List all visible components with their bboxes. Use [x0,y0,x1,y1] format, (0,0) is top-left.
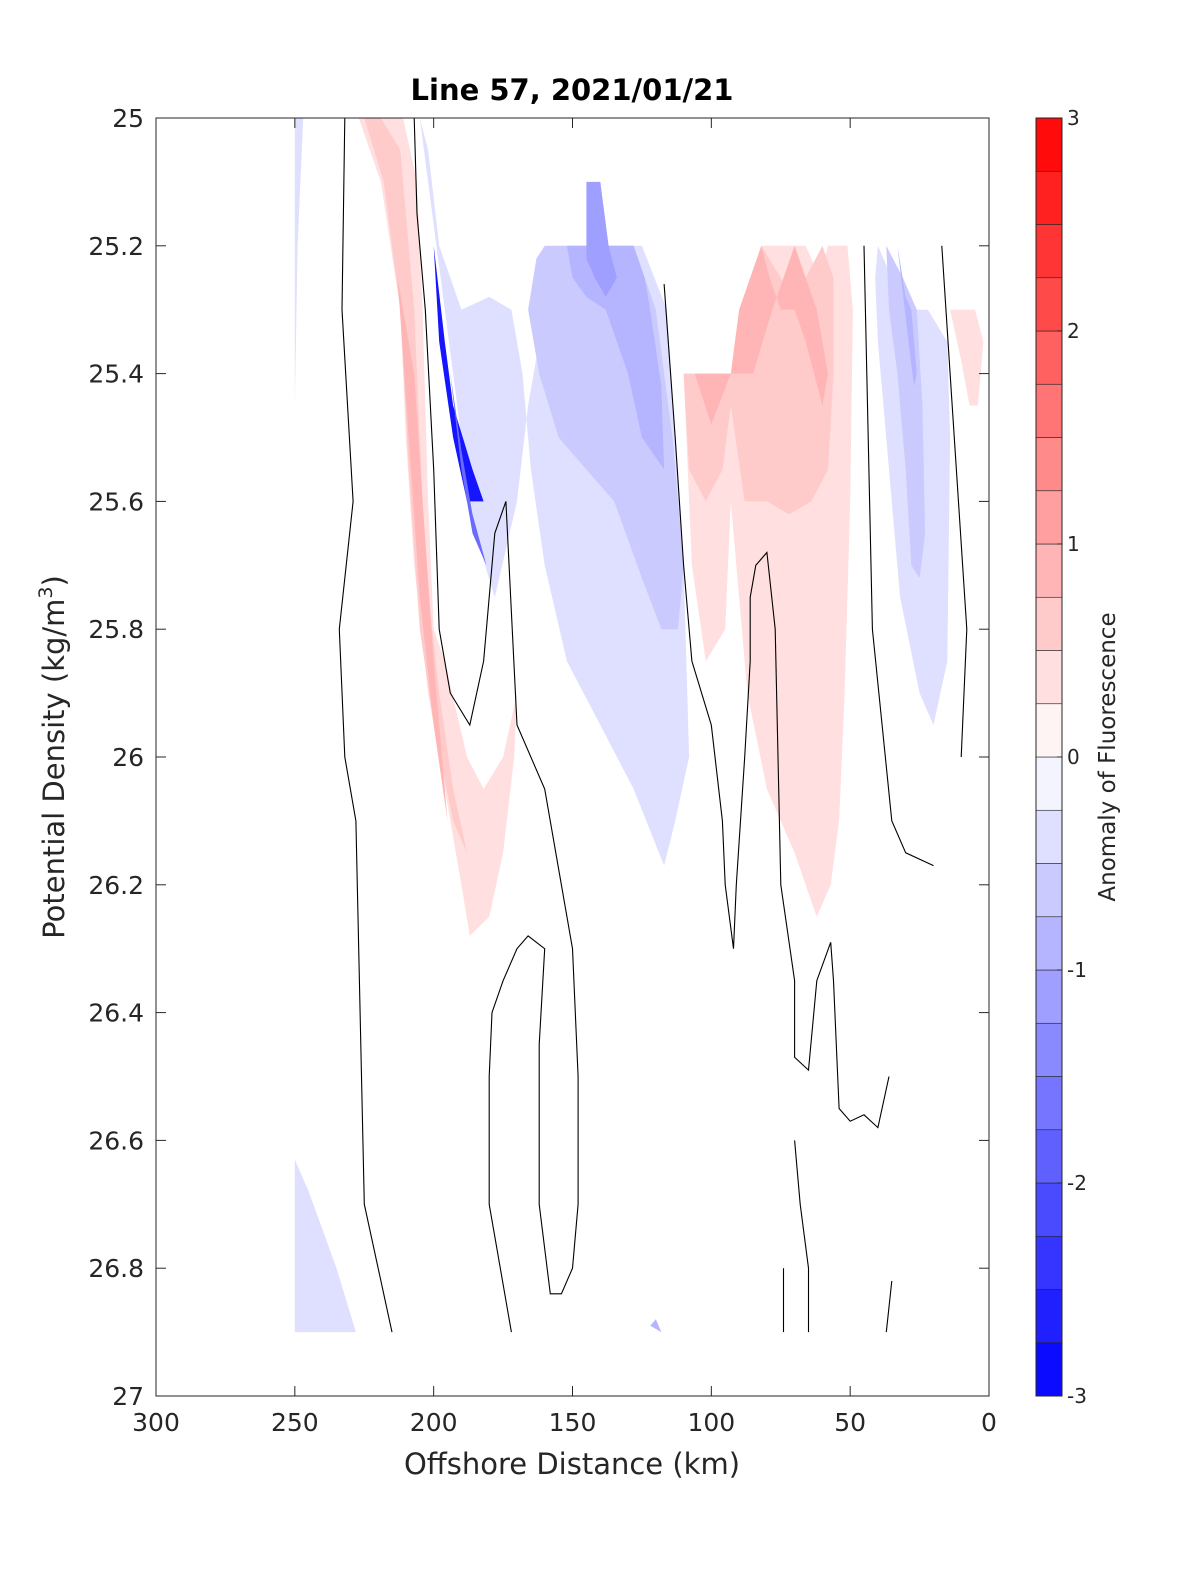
x-tick-label: 50 [834,1408,866,1437]
chart-title: Line 57, 2021/01/21 [411,73,734,107]
y-tick-label: 25.4 [88,360,144,389]
y-tick-label: 25 [112,104,144,133]
y-tick-label: 25.6 [88,487,144,516]
colorbar-band [1035,117,1063,172]
y-axis-label: Potential Density (kg/m3) [35,575,71,939]
y-tick-label: 25.8 [88,615,144,644]
colorbar-tick-label: 2 [1067,319,1080,343]
colorbar-band [1035,1342,1063,1397]
x-axis-label: Offshore Distance (km) [404,1447,740,1481]
y-tick-label: 26.6 [88,1126,144,1155]
colorbar-band [1035,756,1063,811]
y-axis-label-close: ) [37,575,71,586]
filled-region-2 [397,277,448,821]
x-tick-label: 100 [687,1408,735,1437]
filled-region-8 [294,1159,356,1333]
zero-contour-line-2 [663,284,890,1129]
y-tick-label: 26.4 [88,999,144,1028]
colorbar: -3 -2 -1 0 1 2 3 Anomaly of Fluorescence [1035,106,1121,1408]
colorbar-band [1035,1235,1063,1290]
colorbar-band [1035,330,1063,385]
y-tick-label: 25.2 [88,232,144,261]
filled-region-5 [694,245,828,425]
colorbar-tick-label: 3 [1067,106,1080,130]
x-tick-label: 150 [549,1408,597,1437]
colorbar-tick-label: 1 [1067,532,1080,556]
colorbar-band [1035,1289,1063,1344]
colorbar-bands [1035,117,1063,1397]
x-tick-label: 300 [132,1408,180,1437]
colorbar-band [1035,969,1063,1024]
colorbar-band [1035,490,1063,545]
filled-region-7 [294,118,304,406]
zero-contour-line-1 [413,117,579,1333]
filled-region-6 [950,309,984,406]
colorbar-band [1035,650,1063,705]
colorbar-band [1035,916,1063,971]
colorbar-band [1035,277,1063,332]
x-axis-ticks: 300 250 200 150 100 50 0 [132,118,997,1437]
colorbar-tick-label: -3 [1067,1384,1087,1408]
colorbar-band [1035,437,1063,492]
filled-region-14 [886,245,926,579]
y-axis-label-superscript: 3 [35,586,57,598]
zero-contour-line-3 [863,245,934,867]
x-tick-label: 200 [410,1408,458,1437]
colorbar-band [1035,1022,1063,1077]
zero-contour-line-5 [794,1140,810,1333]
zero-contour-line-0 [338,117,393,1333]
y-axis-ticks: 25 25.2 25.4 25.6 25.8 26 26.2 26.4 26.6 26.8 27 [88,104,989,1411]
filled-region-18 [650,1319,662,1333]
x-tick-label: 0 [981,1408,997,1437]
colorbar-band [1035,596,1063,651]
colorbar-band [1035,543,1063,598]
colorbar-tick-label: 0 [1067,745,1080,769]
y-tick-label: 26 [112,743,144,772]
filled-contours [294,118,984,1333]
colorbar-band [1035,170,1063,225]
filled-region-16 [428,213,484,502]
colorbar-band [1035,1129,1063,1184]
colorbar-band [1035,383,1063,438]
colorbar-band [1035,863,1063,918]
y-axis-label-main: Potential Density (kg/m [37,599,71,939]
colorbar-label: Anomaly of Fluorescence [1095,612,1121,901]
colorbar-tick-label: -1 [1067,958,1087,982]
colorbar-tick-label: -2 [1067,1171,1087,1195]
filled-region-12 [586,181,617,297]
y-tick-label: 27 [112,1382,144,1411]
y-tick-label: 26.2 [88,871,144,900]
filled-region-0 [358,118,517,936]
contour-lines [338,117,968,1333]
x-tick-label: 250 [271,1408,319,1437]
colorbar-band [1035,809,1063,864]
y-tick-label: 26.8 [88,1254,144,1283]
filled-region-15 [897,245,917,387]
zero-contour-line-4 [941,245,968,758]
colorbar-ticks: -3 -2 -1 0 1 2 3 [1057,106,1087,1408]
colorbar-band [1035,224,1063,279]
colorbar-band [1035,1076,1063,1131]
colorbar-band [1035,1182,1063,1237]
filled-region-11 [566,245,665,470]
plot-axes: 300 250 200 150 100 50 0 2525.225.425.625.8262… [88,104,997,1437]
zero-contour-line-7 [885,1280,893,1333]
colorbar-band [1035,703,1063,758]
